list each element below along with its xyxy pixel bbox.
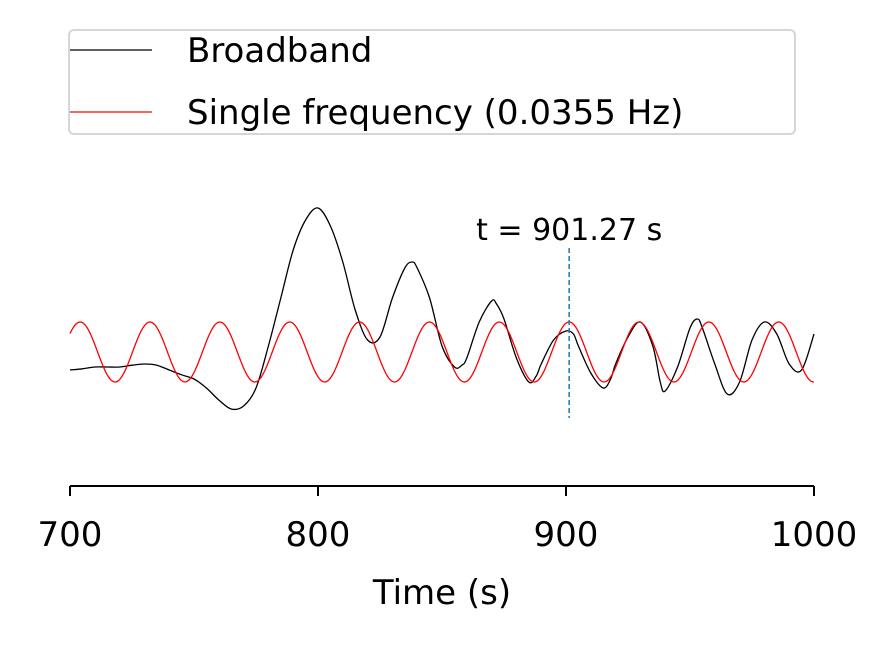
x-axis-label: Time (s) xyxy=(372,573,511,613)
x-tick-label: 900 xyxy=(534,515,599,555)
legend-label-single-frequency: Single frequency (0.0355 Hz) xyxy=(187,93,683,133)
annotation-label: t = 901.27 s xyxy=(476,213,662,248)
x-tick-label: 800 xyxy=(286,515,351,555)
legend-label-broadband: Broadband xyxy=(187,31,372,71)
series-line-single-frequency xyxy=(69,321,815,383)
series-line-broadband xyxy=(69,207,815,411)
legend-frame xyxy=(68,29,796,135)
legend: Broadband Single frequency (0.0355 Hz) xyxy=(68,29,796,135)
x-ticks: 700 800 900 1000 xyxy=(38,486,858,555)
x-tick-label: 1000 xyxy=(771,515,858,555)
x-tick-label: 700 xyxy=(38,515,103,555)
